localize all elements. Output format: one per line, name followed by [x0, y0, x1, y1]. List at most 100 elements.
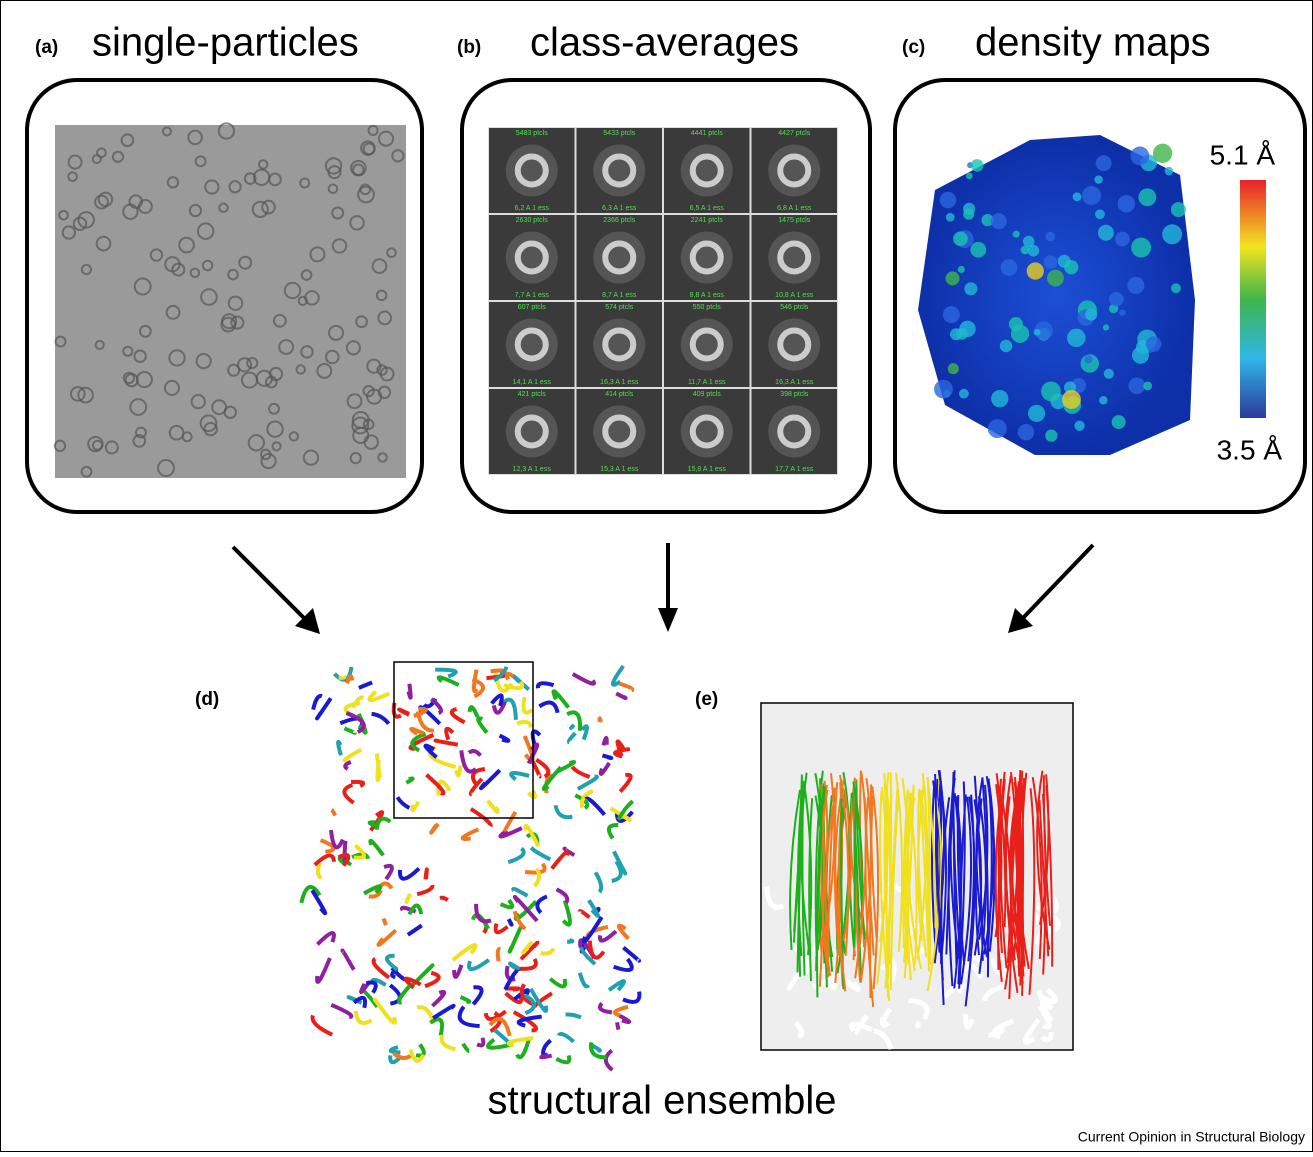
map-speckle	[948, 363, 959, 374]
panel-label: (b)	[457, 37, 481, 58]
panel-label: (a)	[35, 37, 58, 58]
map-speckle	[946, 213, 955, 222]
map-speckle	[1001, 259, 1018, 276]
cell-count: 398 ptcls	[780, 391, 809, 398]
map-speckle	[1085, 308, 1097, 320]
map-speckle	[1000, 340, 1013, 353]
panel-label: (e)	[695, 689, 718, 710]
class-disc	[768, 319, 820, 371]
map-speckle	[1062, 390, 1081, 409]
map-speckle	[1011, 325, 1029, 343]
map-speckle	[1127, 277, 1144, 294]
cell-count: 574 ptcls	[605, 304, 634, 311]
map-speckle	[1165, 167, 1174, 176]
map-speckle	[1067, 329, 1086, 348]
class-disc	[593, 145, 645, 197]
map-speckle	[1143, 381, 1152, 390]
map-speckle	[1018, 424, 1034, 440]
cell-count: 5433 ptcls	[603, 130, 635, 137]
ribbon	[541, 1054, 551, 1057]
panel-label: (d)	[195, 689, 219, 710]
map-speckle	[1073, 192, 1082, 201]
cell-count: 2366 ptcls	[603, 217, 635, 224]
cell-resolution: 6,2 A 1 ess	[515, 205, 550, 212]
cell-count: 546 ptcls	[780, 304, 809, 311]
map-speckle	[1146, 336, 1162, 352]
map-speckle	[1153, 144, 1172, 163]
map-speckle	[963, 209, 974, 220]
map-speckle	[943, 306, 960, 323]
map-speckle	[1109, 292, 1124, 307]
map-speckle	[1045, 232, 1055, 242]
map-speckle	[1045, 430, 1057, 442]
map-speckle	[1131, 238, 1151, 258]
ribbon	[491, 670, 502, 671]
map-speckle	[1098, 225, 1114, 241]
ribbon	[567, 940, 572, 942]
map-speckle	[1028, 405, 1045, 422]
map-speckle	[1132, 347, 1149, 364]
map-speckle	[934, 380, 953, 399]
figure: (a) single-particles (b) class-averages …	[0, 0, 1313, 1152]
cell-resolution: 7,7 A 1 ess	[515, 292, 550, 299]
class-disc	[681, 406, 733, 458]
cell-resolution: 14,1 A 1 ess	[513, 379, 552, 386]
cell-count: 550 ptcls	[693, 304, 722, 311]
class-disc	[593, 319, 645, 371]
map-speckle	[970, 242, 986, 258]
map-speckle	[1171, 283, 1181, 293]
map-speckle	[991, 390, 1008, 407]
panel-title: class-averages	[530, 21, 799, 65]
caption: structural ensemble	[487, 1079, 836, 1123]
map-speckle	[991, 213, 1007, 229]
micrograph	[55, 123, 406, 478]
map-speckle	[1034, 329, 1041, 336]
map-speckle	[1099, 396, 1108, 405]
scale-max: 5.1 Å	[1210, 139, 1276, 170]
cell-resolution: 16,3 A 1 ess	[600, 379, 639, 386]
class-disc	[681, 145, 733, 197]
ribbon	[384, 918, 387, 925]
map-speckle	[940, 192, 957, 209]
ribbon	[602, 755, 611, 758]
ribbon	[409, 684, 411, 698]
map-speckle	[1082, 186, 1101, 205]
cell-resolution: 6,8 A 1 ess	[777, 205, 812, 212]
class-disc	[593, 406, 645, 458]
cell-resolution: 15,8 A 1 ess	[688, 466, 727, 473]
ribbon	[377, 760, 379, 780]
cell-count: 5483 ptcls	[516, 130, 548, 137]
cell-count: 414 ptcls	[605, 391, 634, 398]
map-speckle	[1064, 260, 1078, 274]
cell-count: 1475 ptcls	[778, 217, 810, 224]
cell-resolution: 17,7 A 1 ess	[775, 466, 814, 473]
map-speckle	[1074, 421, 1084, 431]
cell-count: 2630 ptcls	[516, 217, 548, 224]
map-speckle	[959, 389, 969, 399]
map-speckle	[1047, 270, 1064, 287]
ribbon	[598, 717, 601, 720]
ribbon	[509, 919, 512, 925]
cell-resolution: 15,3 A 1 ess	[600, 466, 639, 473]
cell-resolution: 11,7 A 1 ess	[688, 379, 726, 386]
map-speckle	[971, 159, 984, 172]
map-speckle	[1044, 255, 1058, 269]
map-speckle	[1119, 309, 1125, 315]
map-speckle	[964, 282, 977, 295]
ribbon	[440, 898, 448, 900]
map-speckle	[1096, 155, 1112, 171]
map-speckle	[1162, 224, 1182, 244]
class-disc	[768, 232, 820, 284]
ribbon	[370, 822, 376, 825]
ribbon	[338, 742, 341, 755]
map-speckle	[1118, 195, 1135, 212]
cell-resolution: 8,7 A 1 ess	[602, 292, 637, 299]
cell-count: 2241 ptcls	[691, 217, 723, 224]
ribbon	[603, 738, 606, 745]
class-disc	[506, 319, 558, 371]
ribbon	[425, 869, 426, 879]
color-scale	[1240, 180, 1266, 418]
map-speckle	[1115, 232, 1130, 247]
class-disc	[768, 145, 820, 197]
map-speckle	[1103, 324, 1109, 330]
